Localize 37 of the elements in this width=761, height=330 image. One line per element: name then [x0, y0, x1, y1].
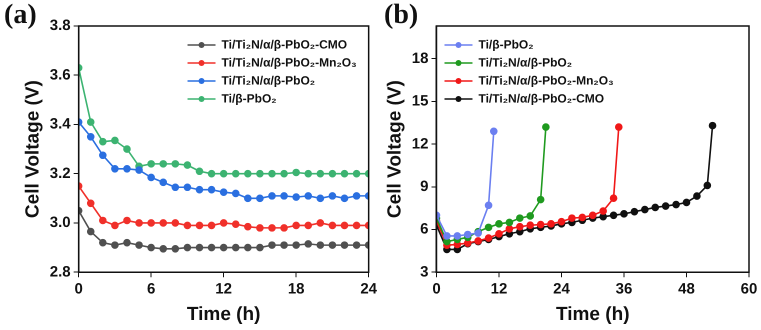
y-tick-label: 18: [412, 50, 428, 67]
x-tick-label: 0: [432, 280, 441, 298]
y-tick-label: 3.8: [50, 17, 71, 34]
x-tick-label: 24: [360, 280, 378, 298]
y-tick-label: 2.8: [50, 263, 71, 280]
x-tick-label: 0: [74, 280, 83, 298]
x-tick-label: 12: [215, 280, 232, 298]
legend-label: Ti/Ti₂N/α/β-PbO₂-Mn₂O₃: [478, 73, 614, 88]
y-tick-label: 12: [412, 135, 428, 152]
y-tick-label: 3: [420, 263, 428, 280]
x-axis-title: Time (h): [186, 304, 260, 325]
x-tick-label: 60: [740, 280, 758, 298]
y-axis-title: Cell Voltage (V): [384, 80, 406, 218]
y-tick-label: 3.4: [50, 116, 72, 133]
legend-label: Ti/β-PbO₂: [222, 91, 277, 106]
x-tick-label: 6: [146, 280, 156, 298]
legend-label: Ti/β-PbO₂: [478, 37, 534, 52]
y-tick-label: 6: [420, 220, 428, 238]
x-tick-label: 12: [490, 280, 508, 298]
legend-label: Ti/Ti₂N/α/β-PbO₂-CMO: [478, 91, 604, 106]
y-axis-title: Cell Voltage (V): [22, 80, 44, 218]
chart-title: (b): [384, 0, 418, 30]
y-tick-label: 3.2: [50, 164, 71, 182]
x-tick-label: 36: [616, 280, 632, 298]
y-tick-label: 15: [412, 92, 428, 110]
legend-label: Ti/Ti₂N/α/β-PbO₂-Mn₂O₃: [222, 55, 357, 70]
x-axis-title: Time (h): [556, 304, 630, 325]
chart-title: (a): [4, 0, 37, 30]
legend-label: Ti/Ti₂N/α/β-PbO₂: [222, 73, 316, 88]
y-tick-label: 3.6: [50, 66, 71, 84]
legend-label: Ti/Ti₂N/α/β-PbO₂: [478, 55, 572, 70]
x-tick-label: 24: [553, 280, 570, 298]
y-tick-label: 9: [420, 178, 428, 195]
legend-label: Ti/Ti₂N/α/β-PbO₂-CMO: [222, 37, 348, 52]
x-tick-label: 18: [288, 280, 304, 298]
y-tick-label: 3.0: [50, 214, 71, 232]
x-tick-label: 48: [678, 280, 695, 298]
